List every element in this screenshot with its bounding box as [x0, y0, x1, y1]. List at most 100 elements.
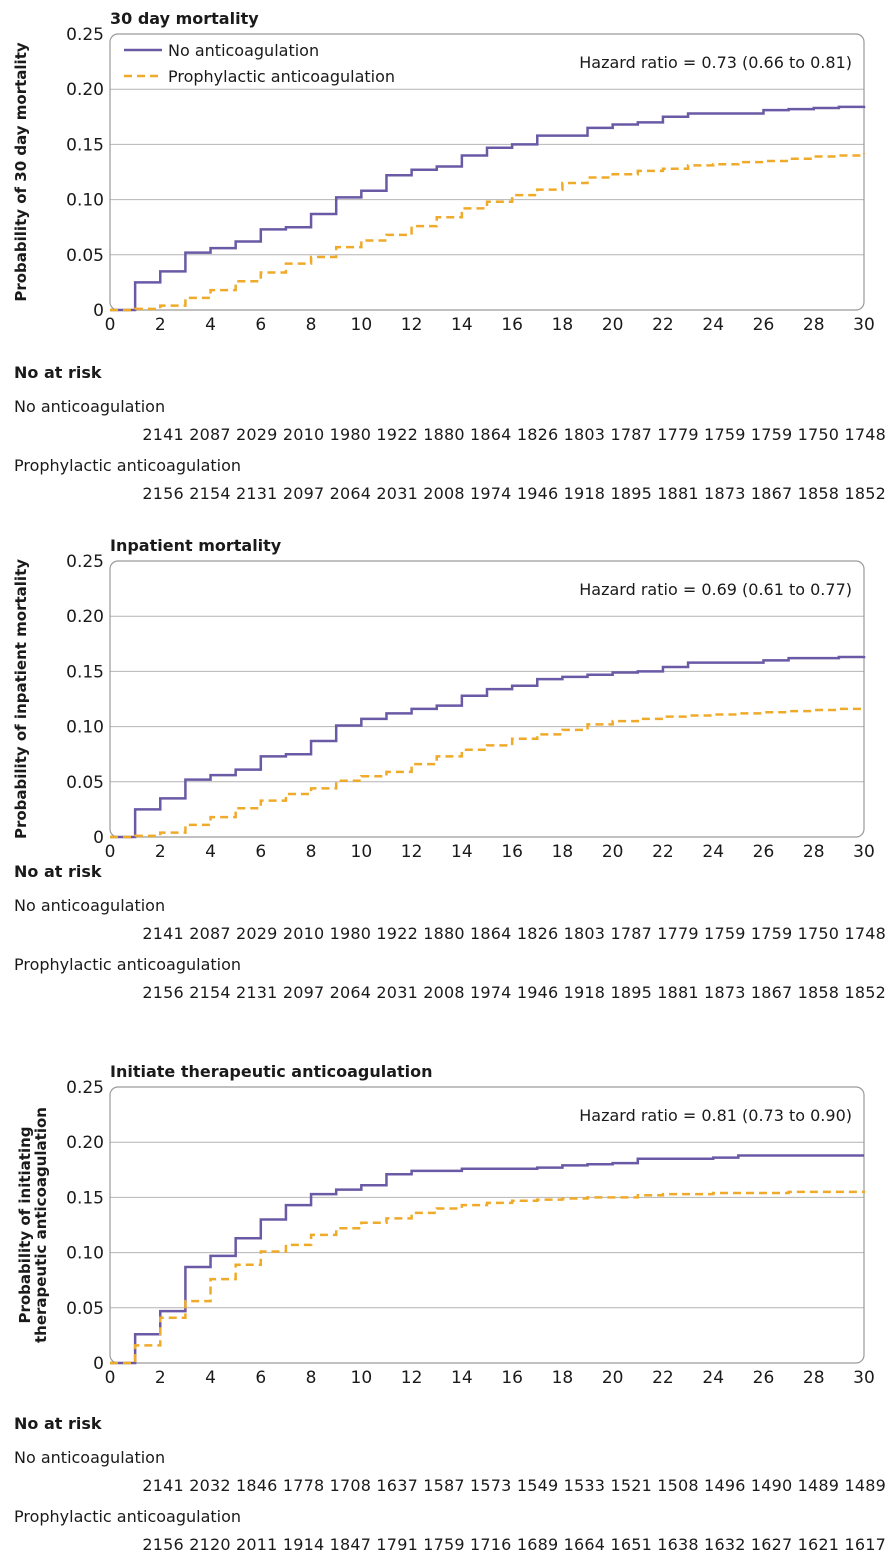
- x-tick-label: 30: [853, 1368, 875, 1388]
- chart-30-day-mortality: 00.050.100.150.200.250 2 4 6 8 10 12 14 16 18 20 22…: [12, 9, 875, 335]
- risk-row-label-no-anticoagulation: No anticoagulation: [14, 896, 166, 915]
- y-axis-label: Probability of initiating: [16, 1126, 34, 1323]
- y-tick-label: 0.20: [66, 80, 104, 100]
- x-tick-label: 0: [105, 315, 116, 335]
- chart-inpatient-mortality: 00.050.100.150.200.250 2 4 6 8 10 12 14 16 18 20 22…: [12, 536, 875, 862]
- y-tick-label: 0.10: [66, 718, 104, 738]
- x-tick-label: 28: [803, 842, 825, 862]
- series-line-no-anticoagulation: [110, 105, 866, 312]
- hazard-ratio-annotation: Hazard ratio = 0.81 (0.73 to 0.90): [579, 1106, 852, 1125]
- x-tick-label: 2: [155, 1368, 166, 1388]
- legend-label: No anticoagulation: [168, 41, 319, 60]
- y-tick-label: 0.25: [66, 552, 104, 572]
- x-tick-label: 26: [753, 1368, 775, 1388]
- risk-row-label-no-anticoagulation: No anticoagulation: [14, 397, 166, 416]
- x-tick-label: 18: [552, 1368, 574, 1388]
- risk-row-label-prophylactic: Prophylactic anticoagulation: [14, 955, 242, 974]
- x-tick-label: 26: [753, 315, 775, 335]
- x-tick-label: 16: [501, 842, 523, 862]
- plot-frame: [109, 33, 865, 311]
- chart-title: Inpatient mortality: [110, 536, 282, 555]
- x-tick-label: 8: [306, 842, 317, 862]
- x-tick-label: 6: [255, 842, 266, 862]
- x-tick-label: 4: [205, 1368, 216, 1388]
- risk-row-values-no-anticoagulation: 2141 2087 2029 2010 1980 1922 1880 1864 …: [142, 924, 886, 943]
- x-tick-label: 8: [306, 315, 317, 335]
- x-tick-label: 28: [803, 1368, 825, 1388]
- y-axis-label: Probability of inpatient mortality: [12, 559, 30, 839]
- y-tick-label: 0.10: [66, 1244, 104, 1264]
- x-tick-label: 16: [501, 1368, 523, 1388]
- y-tick-label: 0.05: [66, 1299, 104, 1319]
- x-tick-label: 20: [602, 1368, 624, 1388]
- x-tick-label: 14: [451, 842, 473, 862]
- panel-initiate-therapeutic-anticoagulation: 0 0.05 0.10 0.15 0.20 0.25 0 2 4 6 8 10 12 14 16 18 20 22…: [0, 1053, 890, 1558]
- risk-row-values-prophylactic: 2156 2120 2011 1914 1847 1791 1759 1716 …: [142, 1535, 886, 1554]
- risk-row-values-no-anticoagulation: 2141 2087 2029 2010 1980 1922 1880 1864 …: [142, 425, 886, 444]
- series-line-prophylactic-anticoagulation: [110, 707, 866, 839]
- x-tick-label: 24: [702, 315, 724, 335]
- risk-table-header: No at risk: [14, 1414, 102, 1433]
- x-tick-label: 16: [501, 315, 523, 335]
- y-tick-label: 0.25: [66, 1078, 104, 1098]
- x-tick-label: 10: [351, 1368, 373, 1388]
- y-axis-label: therapeutic anticoagulation: [32, 1107, 50, 1343]
- x-tick-label: 12: [401, 842, 423, 862]
- y-tick-label: 0.15: [66, 135, 104, 155]
- legend-label: Prophylactic anticoagulation: [168, 67, 395, 86]
- x-tick-label: 4: [205, 842, 216, 862]
- x-tick-label: 22: [652, 842, 674, 862]
- x-tick-label: 4: [205, 315, 216, 335]
- risk-row-label-no-anticoagulation: No anticoagulation: [14, 1448, 166, 1467]
- series-line-no-anticoagulation: [110, 655, 866, 839]
- plot-frame: [109, 560, 865, 838]
- y-tick-label: 0: [93, 1354, 104, 1374]
- x-tick-label: 28: [803, 315, 825, 335]
- x-tick-label: 14: [451, 315, 473, 335]
- x-tick-label: 6: [255, 1368, 266, 1388]
- chart-title: Initiate therapeutic anticoagulation: [110, 1062, 433, 1081]
- panel-inpatient-mortality: 0 0.05 0.10 0.15 0.20 0.25 0 2 4 6 8 10 12 14 16 18 20 22…: [0, 527, 890, 1057]
- x-tick-label: 12: [401, 1368, 423, 1388]
- chart-title: 30 day mortality: [110, 9, 259, 28]
- y-tick-label: 0.25: [66, 25, 104, 45]
- risk-row-values-prophylactic: 2156 2154 2131 2097 2064 2031 2008 1974 …: [142, 484, 886, 503]
- risk-table-initiate-therapeutic-anticoagulation: No at risk No anticoagulation 2141 2032 …: [0, 1414, 890, 1554]
- hazard-ratio-annotation: Hazard ratio = 0.69 (0.61 to 0.77): [579, 580, 852, 599]
- series-line-prophylactic-anticoagulation: [110, 153, 866, 312]
- y-tick-label: 0.05: [66, 773, 104, 793]
- x-tick-label: 12: [401, 315, 423, 335]
- x-tick-label: 0: [105, 1368, 116, 1388]
- x-tick-label: 20: [602, 842, 624, 862]
- x-tick-label: 0: [105, 842, 116, 862]
- risk-table-header: No at risk: [14, 363, 102, 382]
- x-tick-label: 18: [552, 315, 574, 335]
- y-tick-label: 0.20: [66, 1133, 104, 1153]
- series-line-prophylactic-anticoagulation: [110, 1190, 866, 1365]
- plot-frame: [109, 1086, 865, 1364]
- x-tick-label: 22: [652, 315, 674, 335]
- y-tick-label: 0.15: [66, 662, 104, 682]
- y-tick-label: 0: [93, 301, 104, 321]
- x-tick-label: 2: [155, 315, 166, 335]
- x-tick-label: 20: [602, 315, 624, 335]
- chart-initiate-therapeutic-anticoagulation: 00.050.100.150.200.250 2 4 6 8 10 12 14 16 18 20 22…: [16, 1062, 875, 1388]
- x-tick-label: 18: [552, 842, 574, 862]
- y-tick-label: 0.10: [66, 191, 104, 211]
- x-tick-label: 30: [853, 315, 875, 335]
- risk-table-inpatient-mortality: No at risk No anticoagulation 2141 2087 …: [0, 862, 890, 1022]
- hazard-ratio-annotation: Hazard ratio = 0.73 (0.66 to 0.81): [579, 53, 852, 72]
- risk-row-label-prophylactic: Prophylactic anticoagulation: [14, 1507, 242, 1526]
- series-line-no-anticoagulation: [110, 1154, 864, 1365]
- x-tick-label: 24: [702, 1368, 724, 1388]
- x-tick-label: 24: [702, 842, 724, 862]
- risk-table-header: No at risk: [14, 862, 102, 881]
- risk-row-values-no-anticoagulation: 2141 2032 1846 1778 1708 1637 1587 1573 …: [142, 1476, 886, 1495]
- x-tick-label: 10: [351, 315, 373, 335]
- x-tick-label: 22: [652, 1368, 674, 1388]
- x-tick-label: 30: [853, 842, 875, 862]
- x-tick-label: 10: [351, 842, 373, 862]
- x-tick-label: 6: [255, 315, 266, 335]
- panel-30-day-mortality: 0 0.05 0.10 0.15 0.20 0.25 0 2 4 6 8 10 12 14 16 18 20 22…: [0, 0, 890, 530]
- x-tick-label: 2: [155, 842, 166, 862]
